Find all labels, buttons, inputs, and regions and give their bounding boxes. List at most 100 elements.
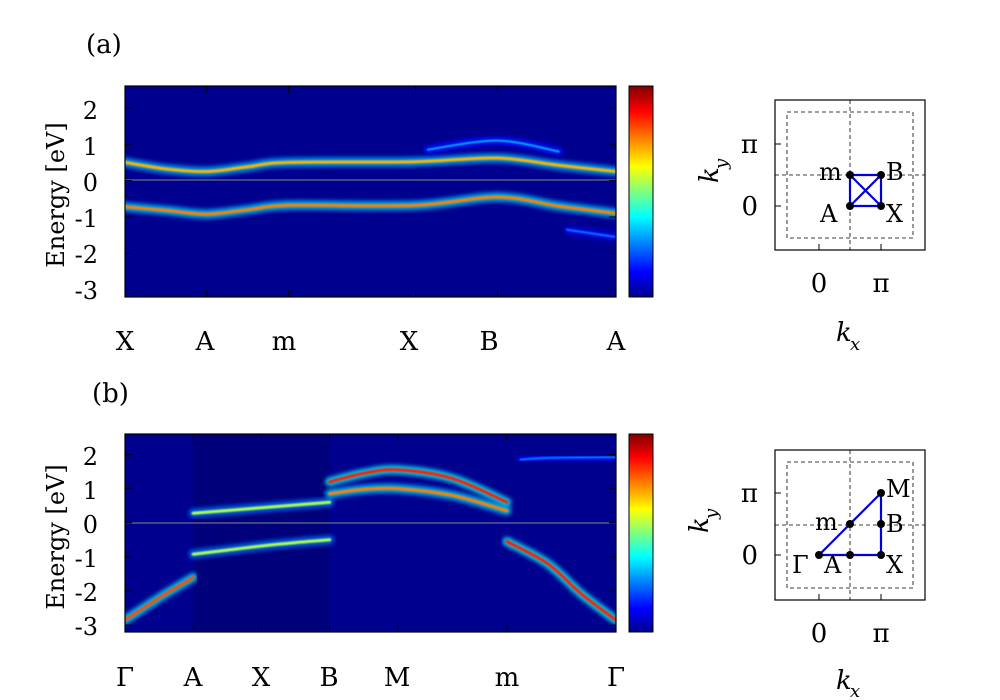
panel-a-ticks — [124, 86, 617, 297]
panel-b-ytick-m3: -3 — [75, 613, 98, 641]
panel-a-ytick-1: 1 — [83, 133, 98, 161]
panel-b-band-4 — [328, 486, 509, 513]
panel-b-bands — [125, 452, 616, 625]
panel-b-band-1 — [191, 500, 332, 515]
bz-b-ticks — [775, 492, 882, 600]
bz-a-xlabel: k x — [836, 318, 860, 355]
bz-b-xlabel-sub: x — [850, 681, 860, 700]
panel-a-kpoint-label: A — [606, 327, 627, 357]
panel-a-ylabel-group: Energy [eV] — [42, 122, 70, 267]
bz-b-point-A — [846, 551, 854, 559]
bz-a-xtick-0: 0 — [811, 269, 828, 299]
bz-a-xtick-pi: π — [872, 269, 889, 299]
bz-a-ytick-0: 0 — [741, 192, 758, 222]
panel-b: (b) Energy [eV] 2 1 0 -1 -2 -3 Γ A X B M… — [42, 379, 654, 693]
panel-a-band-2 — [426, 139, 560, 153]
bz-a-point-B — [877, 171, 885, 179]
panel-a-frame — [124, 85, 617, 298]
panel-a-plot-area — [125, 86, 616, 297]
panel-a-label: (a) — [86, 30, 122, 60]
panel-a-yticklabels: 2 1 0 -1 -2 -3 — [75, 97, 98, 305]
panel-a-ytick-m2: -2 — [75, 241, 98, 269]
panel-b-kpoint-label: M — [384, 663, 411, 693]
bz-b-xlabel-k: k — [836, 666, 852, 696]
bz-a-zone-boundary — [786, 111, 914, 239]
panel-a-band-1 — [125, 195, 616, 216]
panel-b-plot-area — [125, 434, 616, 632]
bz-a-label-A: A — [819, 200, 838, 228]
bz-b-point-M — [877, 489, 885, 497]
bz-b-label-A: A — [823, 551, 842, 579]
panel-b-frame — [124, 433, 617, 633]
bz-a-xlabel-sub: x — [850, 334, 860, 355]
panel-b-band-6 — [519, 456, 616, 461]
panel-a-kpoint-label: B — [479, 327, 498, 357]
bz-b-ylabel-k: k — [685, 517, 715, 533]
panel-a-ytick-m3: -3 — [75, 277, 98, 305]
panel-b-ytick-1: 1 — [83, 477, 98, 505]
bz-b-zone-boundary — [786, 461, 914, 589]
panel-b-ytick-m2: -2 — [75, 579, 98, 607]
panel-b-yticklabels: 2 1 0 -1 -2 -3 — [75, 443, 98, 641]
panel-b-ylabel-group: Energy [eV] — [42, 464, 70, 609]
bz-a-point-X — [877, 202, 885, 210]
bz-b-label-Gamma: Γ — [792, 551, 809, 579]
panel-b-band-0 — [125, 575, 195, 622]
panel-b-brillouin-zone: M m B Γ A X 0 π π 0 k x k y — [685, 449, 926, 700]
bz-a-label-B: B — [886, 158, 904, 186]
panel-b-kpoint-label: B — [319, 663, 338, 693]
bz-b-ytick-pi: π — [741, 479, 758, 509]
bz-a-point-m — [846, 171, 854, 179]
bz-b-xtick-pi: π — [872, 619, 889, 649]
panel-a: (a) Energy [eV] 2 1 0 -1 -2 -3 X A m X B… — [42, 30, 654, 357]
panel-a-kpoint-label: A — [195, 327, 216, 357]
bz-b-xtick-0: 0 — [811, 619, 828, 649]
bz-a-label-X: X — [886, 200, 903, 228]
bz-a-xlabel-k: k — [836, 318, 852, 348]
panel-a-band-6 — [565, 228, 616, 238]
panel-b-kpoint-label: A — [183, 663, 204, 693]
bz-a-ylabel-sub: y — [711, 158, 732, 170]
panel-b-ticks — [124, 434, 617, 632]
bz-a-ylabel-k: k — [695, 167, 725, 183]
panel-b-ylabel: Energy [eV] — [42, 464, 70, 609]
panel-a-band-0 — [125, 156, 616, 174]
bz-b-label-M: M — [886, 475, 911, 503]
panel-a-background — [125, 86, 616, 297]
panel-a-ylabel: Energy [eV] — [42, 122, 70, 267]
bz-b-ylabel-sub: y — [701, 508, 722, 520]
panel-b-band-3 — [328, 468, 509, 504]
bz-b-label-X: X — [886, 551, 903, 579]
panel-b-ytick-2: 2 — [83, 443, 98, 471]
bz-a-ticks — [775, 143, 882, 250]
bz-b-point-X — [877, 551, 885, 559]
panel-b-ytick-m1: -1 — [75, 545, 98, 573]
panel-b-kpoint-label: Γ — [607, 663, 625, 693]
bz-a-point-A — [846, 202, 854, 210]
panel-b-kpoint-label: m — [495, 663, 520, 693]
panel-a-ytick-2: 2 — [83, 97, 98, 125]
panel-a-kpath-labels: X A m X B A — [116, 327, 627, 357]
panel-a-ytick-m1: -1 — [75, 205, 98, 233]
panel-b-kpoint-label: X — [252, 663, 271, 693]
panel-a-kpoint-label: X — [400, 327, 419, 357]
panel-b-label: (b) — [92, 379, 129, 409]
bz-b-label-B: B — [886, 510, 904, 538]
panel-a-kpoint-label: X — [116, 327, 135, 357]
bz-a-label-m: m — [819, 158, 842, 186]
bz-b-point-B — [877, 520, 885, 528]
panel-b-band-2 — [191, 538, 332, 556]
panel-b-band-5 — [505, 540, 616, 622]
bz-b-label-m: m — [815, 508, 838, 536]
bz-a-ylabel: k y — [695, 158, 732, 183]
panel-a-ytick-0: 0 — [83, 169, 98, 197]
bz-b-ylabel: k y — [685, 508, 722, 533]
bz-a-ytick-pi: π — [741, 130, 758, 160]
panel-b-kpoint-label: Γ — [116, 663, 134, 693]
bz-b-point-m — [846, 520, 854, 528]
panel-a-brillouin-zone: m B A X 0 π π 0 k x k y — [695, 99, 926, 355]
panel-a-kpoint-label: m — [272, 327, 297, 357]
panel-b-segment-shade — [193, 434, 329, 632]
panel-a-bands — [125, 136, 616, 260]
